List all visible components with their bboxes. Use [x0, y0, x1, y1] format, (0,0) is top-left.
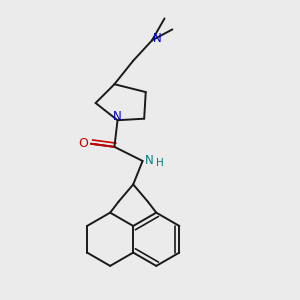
Text: H: H	[156, 158, 164, 169]
Text: N: N	[145, 154, 154, 167]
Text: O: O	[78, 136, 88, 150]
Text: N: N	[153, 32, 162, 45]
Text: N: N	[113, 110, 122, 123]
